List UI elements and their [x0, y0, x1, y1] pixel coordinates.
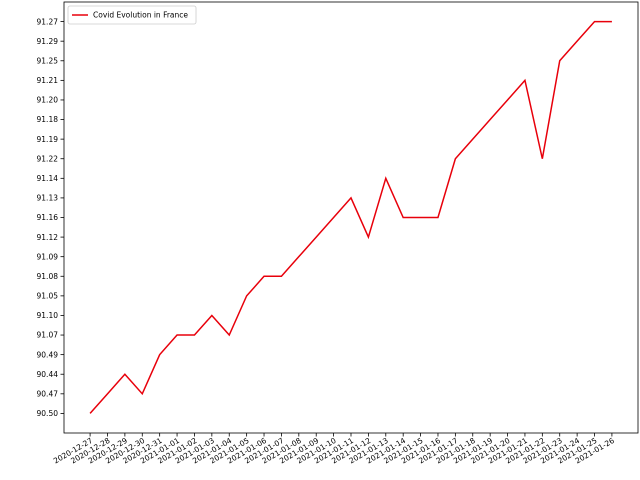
plot-frame: [63, 1, 639, 434]
y-tick-label: 91.25: [37, 56, 59, 65]
y-tick-label: 90.47: [37, 390, 59, 399]
y-tick-label: 91.10: [37, 311, 59, 320]
y-tick-label: 91.07: [37, 331, 59, 340]
y-tick-label: 91.21: [37, 76, 59, 85]
y-tick-label: 91.09: [37, 252, 59, 261]
y-tick-label: 91.12: [37, 233, 59, 242]
y-tick-label: 91.05: [37, 292, 59, 301]
y-tick-label: 91.20: [37, 96, 59, 105]
y-tick-label: 91.22: [37, 154, 59, 163]
y-tick-label: 91.13: [37, 194, 59, 203]
legend: Covid Evolution in France: [67, 5, 197, 25]
y-tick-label: 91.18: [37, 115, 59, 124]
y-tick-label: 91.19: [37, 135, 59, 144]
y-tick-label: 90.49: [37, 350, 59, 359]
y-tick-label: 91.08: [37, 272, 59, 281]
y-tick-label: 91.27: [37, 17, 59, 26]
y-tick-label: 91.14: [37, 174, 59, 183]
legend-label: Covid Evolution in France: [93, 11, 188, 20]
y-tick-label: 90.50: [37, 409, 59, 418]
y-tick-label: 91.29: [37, 37, 59, 46]
legend-box: [67, 5, 197, 25]
y-tick-label: 91.16: [37, 213, 59, 222]
y-tick-label: 90.44: [37, 370, 59, 379]
line: [89, 20, 612, 414]
